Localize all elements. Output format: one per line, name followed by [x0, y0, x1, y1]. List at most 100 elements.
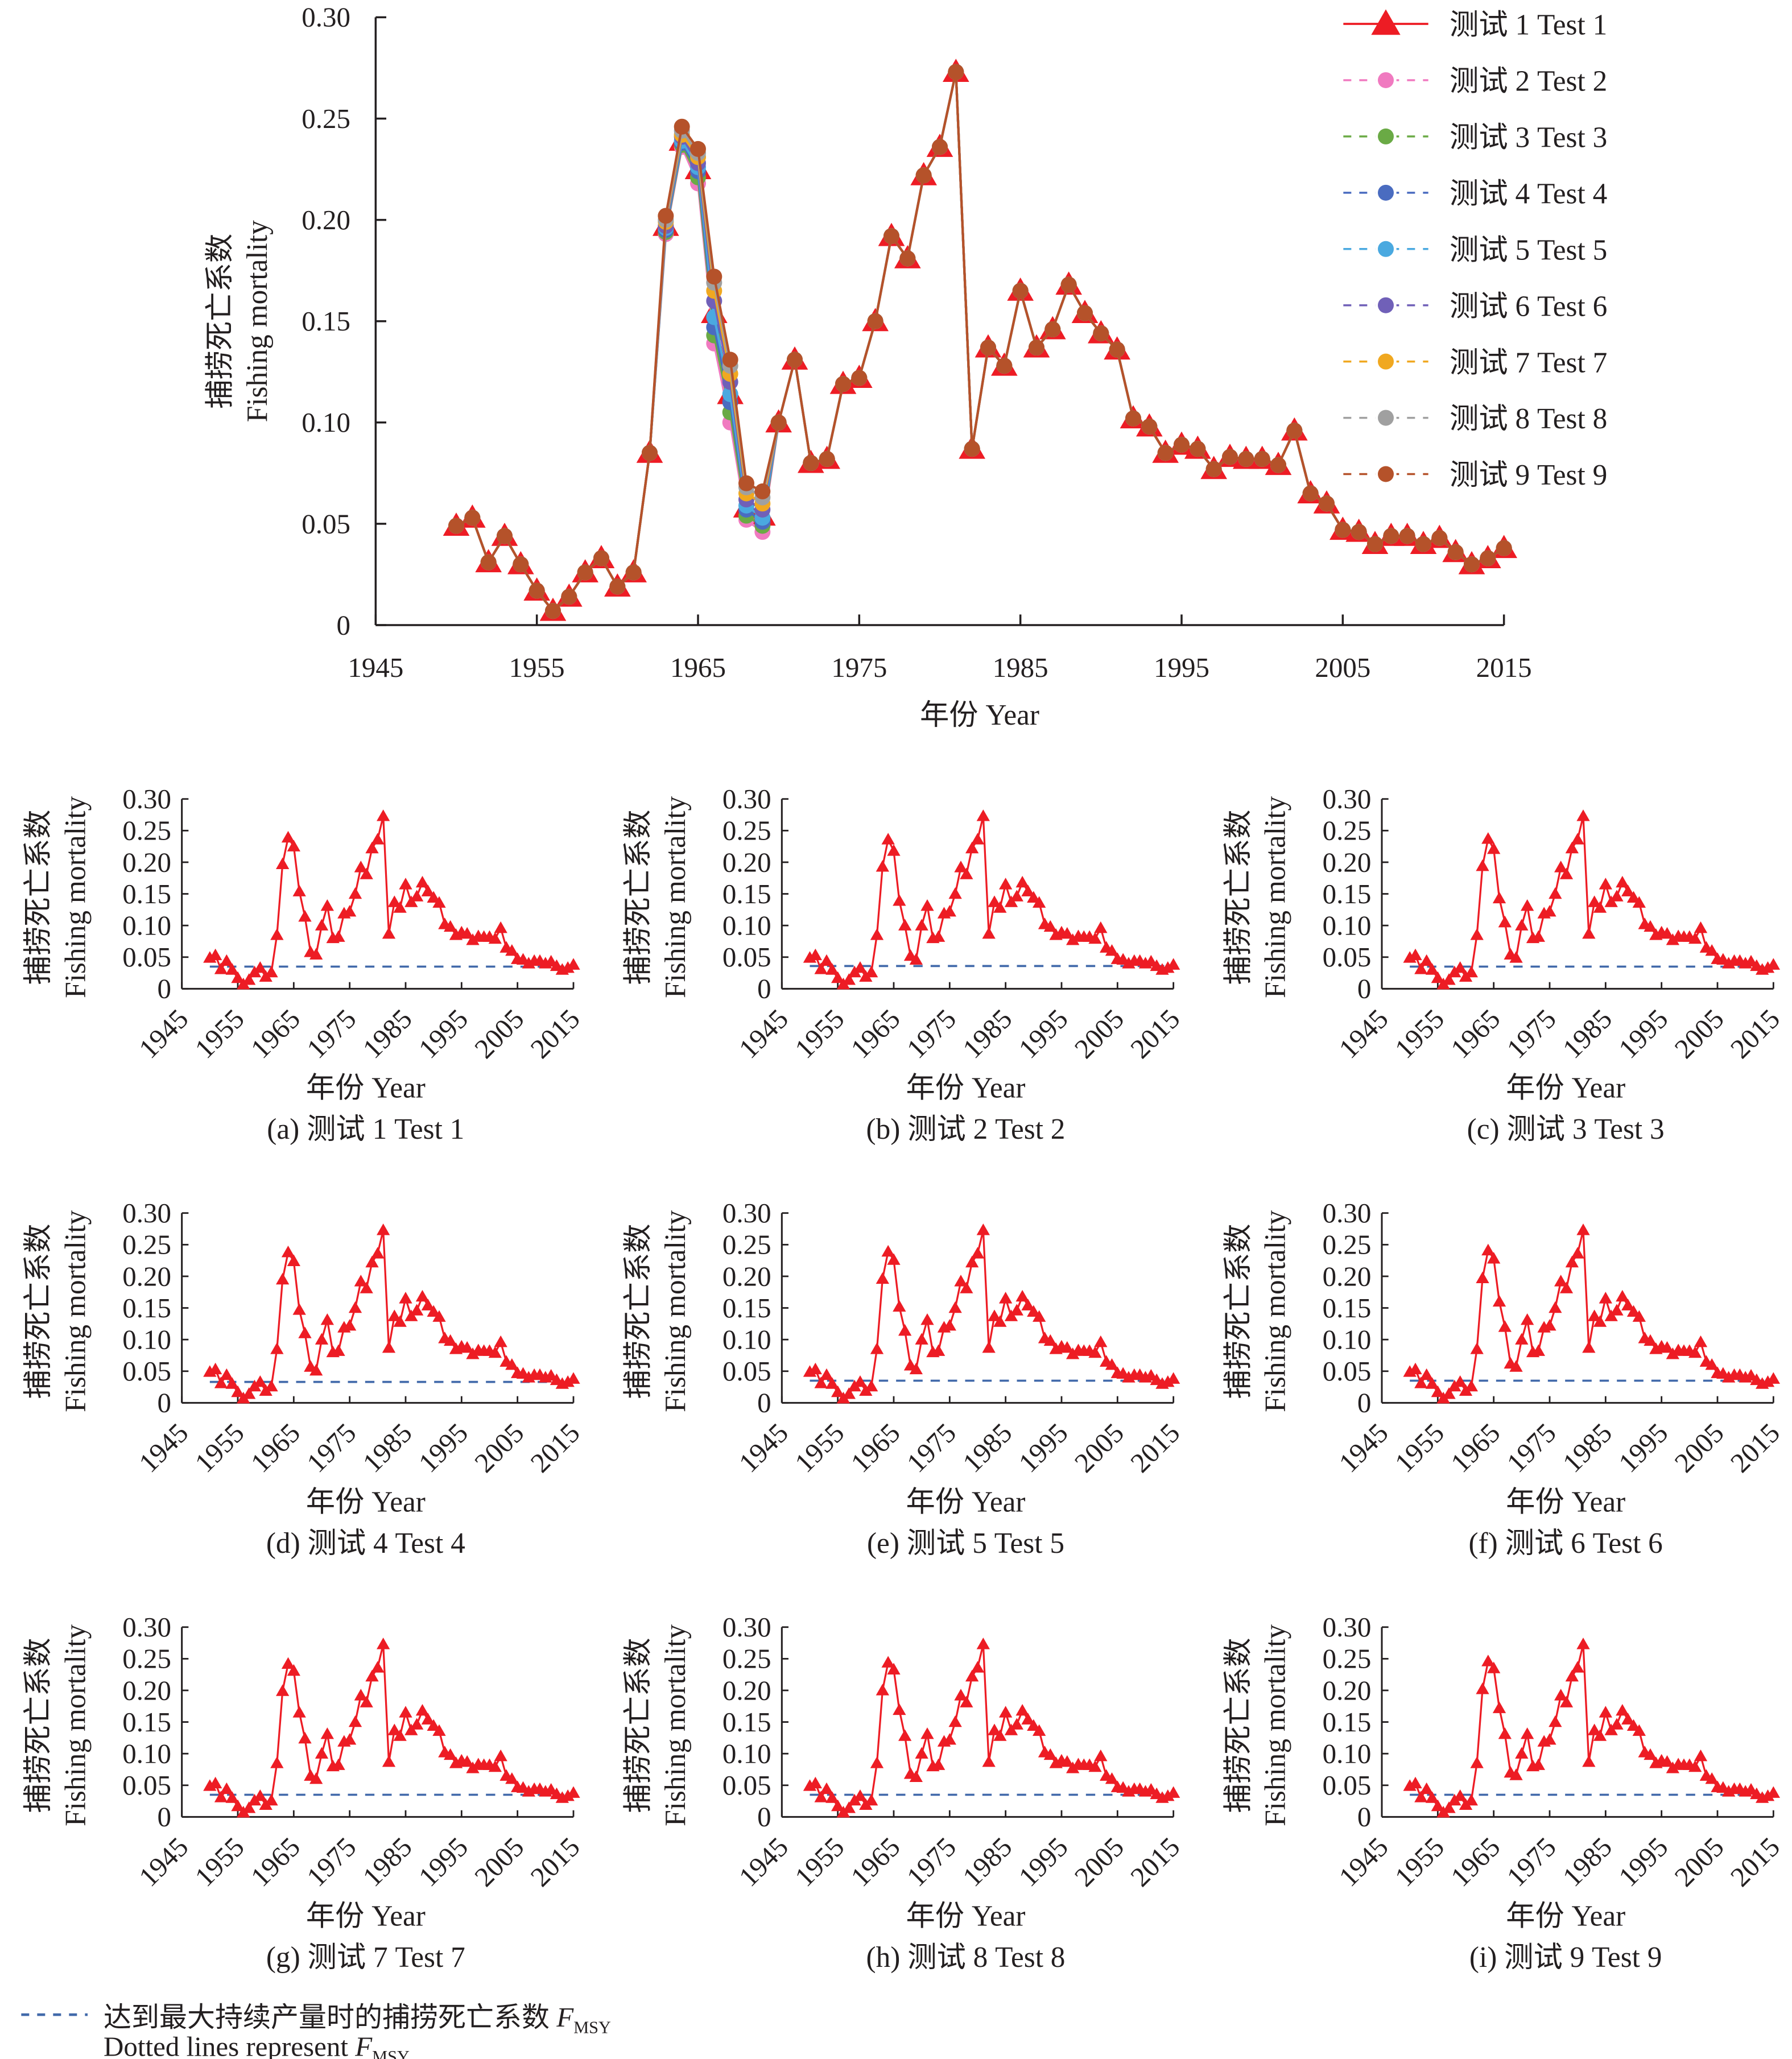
data-point-triangle	[1694, 1749, 1708, 1762]
data-point-triangle	[505, 944, 519, 956]
y-tick-label: 0.15	[122, 878, 171, 909]
x-tick-label: 1975	[1501, 1831, 1562, 1892]
data-point-triangle	[1043, 1334, 1057, 1346]
data-point-triangle	[1060, 927, 1074, 939]
footnote-sub: MSY	[573, 2018, 611, 2037]
subplot-e: 00.050.100.150.200.250.30 194519551965197…	[622, 1197, 1186, 1560]
footnote-sub2: MSY	[372, 2047, 410, 2059]
data-point-triangle	[954, 861, 968, 873]
x-tick-label: 1965	[245, 1003, 306, 1064]
data-point-triangle	[887, 1663, 901, 1675]
data-point-triangle	[343, 905, 357, 917]
data-point-triangle	[893, 1300, 906, 1312]
x-tick-label: 1985	[1556, 1417, 1618, 1478]
data-point-triangle	[365, 1669, 379, 1682]
data-point-triangle	[393, 1729, 407, 1741]
y-tick-label: 0.15	[1323, 1292, 1372, 1324]
x-tick-label: 2005	[468, 1831, 530, 1892]
y-tick-label: 0.15	[1323, 1706, 1372, 1738]
data-point-triangle	[1492, 891, 1506, 904]
data-point-triangle	[231, 1799, 245, 1812]
data-point-triangle	[988, 1723, 1001, 1735]
data-point-triangle	[965, 1669, 979, 1682]
data-point-triangle	[444, 1748, 457, 1760]
data-point-triangle	[427, 891, 440, 903]
data-point-triangle	[965, 1255, 979, 1268]
y-tick-label: 0.05	[1323, 1355, 1372, 1387]
y-tick-label: 0.10	[722, 909, 771, 941]
data-point-triangle	[1161, 1375, 1175, 1387]
data-point-triangle	[943, 1733, 956, 1745]
y-tick-label: 0.10	[1323, 1738, 1372, 1769]
data-point-triangle	[1593, 1729, 1607, 1741]
data-point-triangle	[876, 860, 889, 872]
data-point-triangle	[265, 1793, 278, 1806]
data-point-triangle	[1425, 963, 1439, 975]
data-point-triangle	[1409, 948, 1422, 961]
data-point-circle	[1464, 556, 1480, 573]
data-point-triangle	[943, 905, 956, 917]
data-point-triangle	[1766, 1372, 1780, 1384]
y-tick-label: 0.25	[122, 1643, 171, 1675]
data-point-triangle	[421, 1713, 435, 1725]
data-point-triangle	[360, 867, 373, 879]
x-tick-label: 1945	[348, 652, 403, 683]
data-point-triangle	[1599, 1292, 1612, 1304]
data-point-triangle	[820, 1368, 833, 1380]
data-point-triangle	[377, 1638, 390, 1649]
data-point-triangle	[1414, 962, 1428, 974]
data-point-triangle	[1632, 1724, 1646, 1736]
data-point-triangle	[1599, 1706, 1612, 1718]
data-point-triangle	[1476, 1682, 1489, 1694]
data-point-triangle	[1660, 1341, 1674, 1353]
data-point-triangle	[1481, 832, 1495, 844]
data-point-circle	[851, 370, 868, 386]
data-point-triangle	[1559, 867, 1574, 879]
data-point-triangle	[432, 1310, 446, 1322]
data-point-triangle	[1761, 1375, 1775, 1387]
data-point-triangle	[315, 1333, 329, 1345]
x-tick-label: 2005	[1068, 1831, 1130, 1892]
y-axis-label-cn: 捕捞死亡系数	[1222, 1223, 1254, 1399]
data-point-triangle	[993, 1315, 1007, 1327]
data-point-triangle	[567, 1372, 580, 1384]
y-tick-label: 0.30	[1323, 1197, 1372, 1229]
data-point-triangle	[1487, 1252, 1501, 1264]
data-point-triangle	[853, 1789, 867, 1801]
data-point-triangle	[1161, 961, 1175, 973]
data-point-triangle	[1571, 833, 1584, 845]
data-point-triangle	[410, 1304, 424, 1316]
y-tick-label: 0.10	[122, 1738, 171, 1769]
data-point-triangle	[371, 833, 385, 845]
data-point-triangle	[1559, 1696, 1574, 1707]
x-tick-label: 1985	[357, 1003, 418, 1064]
data-point-triangle	[382, 927, 396, 939]
y-tick-label: 0.10	[122, 1324, 171, 1355]
data-point-triangle	[343, 1733, 357, 1745]
y-tick-label: 0.30	[122, 1611, 171, 1643]
y-tick-label: 0.25	[1323, 815, 1372, 846]
x-tick-label: 1945	[733, 1831, 794, 1892]
data-point-triangle	[1481, 1243, 1495, 1256]
data-point-triangle	[1554, 1275, 1568, 1287]
data-point-triangle	[309, 1363, 323, 1376]
data-point-triangle	[348, 887, 362, 899]
data-point-triangle	[1167, 958, 1180, 970]
y-tick-label: 0.25	[122, 815, 171, 846]
data-point-triangle	[1487, 1661, 1501, 1673]
data-point-triangle	[1621, 1299, 1635, 1310]
x-tick-label: 2015	[1724, 1417, 1786, 1478]
data-point-triangle	[220, 954, 233, 966]
legend-label: 测试 9 Test 9	[1450, 459, 1607, 491]
data-point-circle	[738, 475, 754, 491]
legend-label: 测试 8 Test 8	[1450, 403, 1607, 435]
data-point-triangle	[1470, 1756, 1484, 1768]
data-point-triangle	[387, 1309, 401, 1321]
data-point-triangle	[1021, 884, 1035, 896]
data-point-circle	[932, 139, 948, 155]
y-tick-label: 0	[757, 973, 771, 1004]
subplot-h: 00.050.100.150.200.250.30 194519551965197…	[622, 1611, 1186, 1974]
data-point-triangle	[292, 884, 306, 896]
data-point-triangle	[1565, 1669, 1579, 1682]
x-tick-label: 2015	[1124, 1831, 1186, 1892]
